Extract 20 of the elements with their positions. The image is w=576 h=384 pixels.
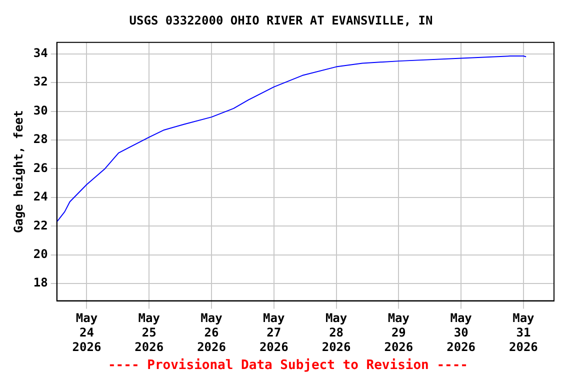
x-tick-label: May 26 2026 [197, 311, 226, 354]
chart-title: USGS 03322000 OHIO RIVER AT EVANSVILLE, IN [129, 13, 433, 28]
x-tick-label: May 29 2026 [384, 311, 414, 354]
x-tick-label: May 27 2026 [259, 311, 288, 354]
y-tick-label: 34 [33, 46, 48, 60]
y-tick-label: 32 [33, 74, 48, 89]
y-tick-label: 18 [33, 276, 48, 290]
y-tick-label: 20 [33, 246, 48, 261]
x-tick-label: May 30 2026 [446, 311, 476, 354]
y-tick-label: 30 [33, 103, 48, 118]
y-tick-label: 28 [33, 132, 48, 146]
x-tick-label: May 31 2026 [509, 311, 538, 354]
y-axis-title: Gage height, feet [11, 110, 26, 234]
y-tick-label: 24 [33, 190, 48, 204]
x-tick-label: May 24 2026 [72, 311, 102, 354]
y-tick-label: 26 [33, 160, 48, 175]
y-tick-label: 22 [33, 218, 48, 232]
text: ---- Provisional Data Subject to Revision ---- [106, 358, 470, 373]
x-tick-label: May 25 2026 [134, 311, 164, 354]
x-tick-label: May 28 2026 [322, 311, 351, 354]
